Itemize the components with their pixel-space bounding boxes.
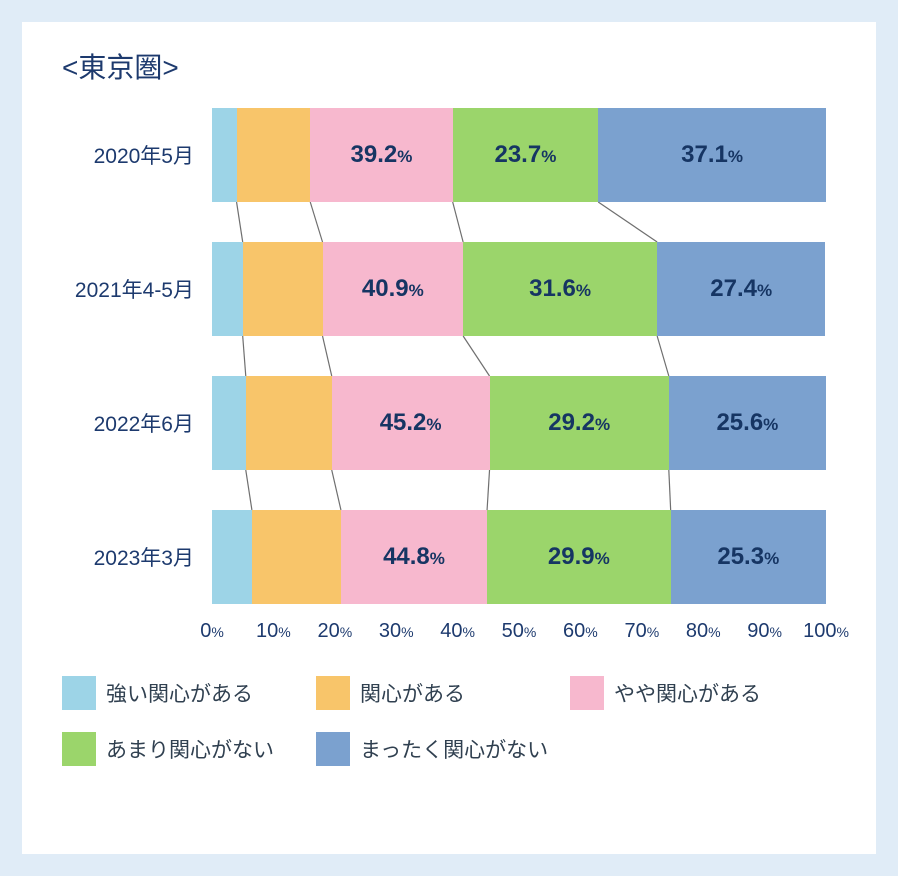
legend-item-have: 関心がある xyxy=(316,676,536,710)
plot-area: 2020年5月39.2%23.7%37.1%2021年4-5月40.9%31.6… xyxy=(212,104,826,612)
connector-line xyxy=(237,202,243,242)
legend-label: やや関心がある xyxy=(614,678,761,708)
bar-segment-notmuch: 29.9% xyxy=(487,510,671,604)
connector-line xyxy=(243,336,246,376)
connector-line xyxy=(453,202,463,242)
segment-value-label: 45.2% xyxy=(380,409,442,437)
segment-value-label: 31.6% xyxy=(529,275,591,303)
row-label: 2021年4-5月 xyxy=(62,274,212,304)
row-label: 2023年3月 xyxy=(62,542,212,572)
connector-line xyxy=(669,470,671,510)
segment-value-label: 25.6% xyxy=(716,409,778,437)
segment-value-label: 27.4% xyxy=(710,275,772,303)
bar-segment-somewhat: 44.8% xyxy=(341,510,487,604)
segment-value-label: 39.2% xyxy=(351,141,413,169)
connector-line xyxy=(657,336,669,376)
bar-row: 2023年3月44.8%29.9%25.3% xyxy=(212,510,826,604)
segment-value-label: 25.3% xyxy=(717,543,779,571)
bar-segment-none: 25.3% xyxy=(671,510,826,604)
bar-row: 2022年6月45.2%29.2%25.6% xyxy=(212,376,826,470)
bar-segment-none: 27.4% xyxy=(657,242,825,336)
legend-item-notmuch: あまり関心がない xyxy=(62,732,282,766)
x-tick: 90% xyxy=(747,620,782,643)
x-axis: 0%10%20%30%40%50%60%70%80%90%100% xyxy=(212,612,826,648)
segment-value-label: 40.9% xyxy=(362,275,424,303)
bar-segment-notmuch: 29.2% xyxy=(490,376,669,470)
legend-item-somewhat: やや関心がある xyxy=(570,676,790,710)
legend-label: あまり関心がない xyxy=(106,734,274,764)
legend: 強い関心がある 関心がある やや関心があるあまり関心がない まったく関心がない xyxy=(62,676,836,766)
legend-swatch xyxy=(316,732,350,766)
x-tick: 10% xyxy=(256,620,291,643)
chart-title: <東京圏> xyxy=(62,46,836,86)
segment-value-label: 29.9% xyxy=(548,543,610,571)
legend-swatch xyxy=(62,732,96,766)
legend-label: 関心がある xyxy=(360,678,465,708)
legend-swatch xyxy=(316,676,350,710)
bar-segment-strong xyxy=(212,108,237,202)
x-tick: 50% xyxy=(502,620,537,643)
x-tick: 60% xyxy=(563,620,598,643)
connector-line xyxy=(487,470,489,510)
x-tick: 70% xyxy=(624,620,659,643)
legend-label: まったく関心がない xyxy=(360,734,548,764)
bar-segment-somewhat: 39.2% xyxy=(310,108,452,202)
connector-line xyxy=(310,202,322,242)
bar-segment-strong xyxy=(212,376,246,470)
bar-segment-notmuch: 31.6% xyxy=(463,242,657,336)
connector-line xyxy=(246,470,252,510)
bar-segment-have xyxy=(252,510,341,604)
bar-row: 2020年5月39.2%23.7%37.1% xyxy=(212,108,826,202)
chart-card: <東京圏> 2020年5月 39.2% 23.7% 37.1% 2021年4-5月 40.… xyxy=(22,22,876,854)
x-tick: 30% xyxy=(379,620,414,643)
bar-segment-notmuch: 23.7% xyxy=(453,108,599,202)
segment-value-label: 23.7% xyxy=(494,141,556,169)
bar-segment-have xyxy=(237,108,311,202)
bar-segment-somewhat: 45.2% xyxy=(332,376,490,470)
bar-row: 2021年4-5月40.9%31.6%27.4% xyxy=(212,242,826,336)
legend-swatch xyxy=(62,676,96,710)
bar-segment-have xyxy=(243,242,323,336)
connector-line xyxy=(323,336,332,376)
x-tick: 20% xyxy=(317,620,352,643)
bar-segment-none: 25.6% xyxy=(669,376,826,470)
x-tick: 80% xyxy=(686,620,721,643)
bar-segment-strong xyxy=(212,242,243,336)
connector-line xyxy=(332,470,341,510)
legend-item-strong: 強い関心がある xyxy=(62,676,282,710)
bar-segment-somewhat: 40.9% xyxy=(323,242,464,336)
row-label: 2020年5月 xyxy=(62,140,212,170)
legend-swatch xyxy=(570,676,604,710)
bar-segment-have xyxy=(246,376,332,470)
x-tick: 0% xyxy=(200,620,224,643)
legend-label: 強い関心がある xyxy=(106,678,253,708)
row-label: 2022年6月 xyxy=(62,408,212,438)
x-tick: 100% xyxy=(803,620,849,643)
segment-value-label: 44.8% xyxy=(383,543,445,571)
legend-item-none: まったく関心がない xyxy=(316,732,548,766)
x-tick: 40% xyxy=(440,620,475,643)
bar-segment-strong xyxy=(212,510,252,604)
connector-line xyxy=(463,336,489,376)
segment-value-label: 37.1% xyxy=(681,141,743,169)
bar-segment-none: 37.1% xyxy=(598,108,826,202)
connector-line xyxy=(598,202,657,242)
segment-value-label: 29.2% xyxy=(548,409,610,437)
